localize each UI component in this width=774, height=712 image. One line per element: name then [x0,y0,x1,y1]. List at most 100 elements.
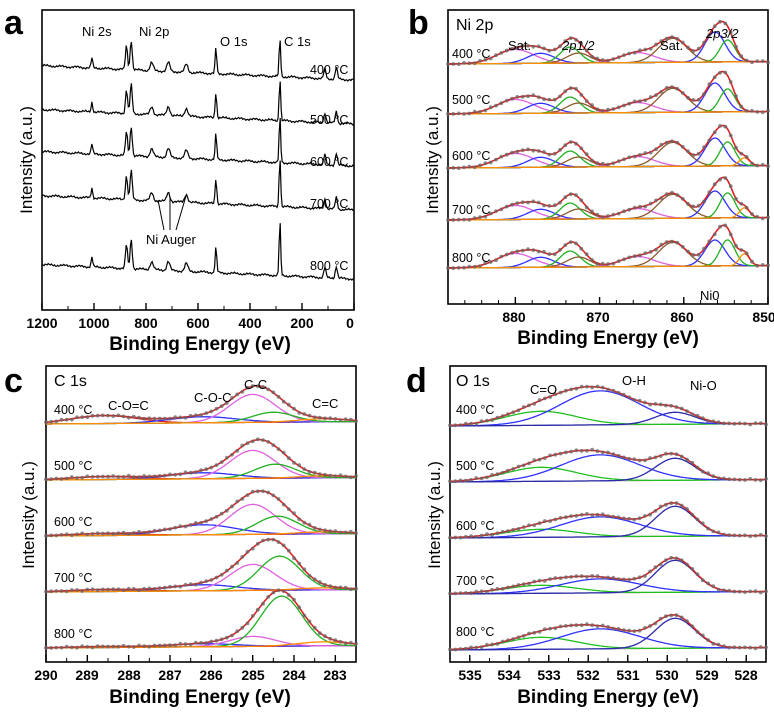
raw-point [292,511,296,516]
raw-point [542,203,546,208]
raw-point [653,509,658,513]
envelope-600 °C [448,124,768,169]
raw-point [674,556,679,561]
raw-point [627,628,631,633]
raw-point [568,86,573,91]
raw-point [255,541,260,546]
panel-a-tick-1200: 1200 [26,315,57,331]
raw-point [446,62,450,66]
raw-point [224,508,229,513]
raw-points-600 °C [446,124,770,171]
raw-points-700 °C [446,176,770,222]
raw-point [168,643,172,648]
raw-point [488,260,493,264]
raw-point [69,645,74,650]
raw-point [669,501,674,506]
raw-point [188,642,193,647]
panel-c-title: C 1s [54,373,87,390]
raw-point [600,215,605,220]
raw-point [199,641,203,645]
raw-point [453,423,458,428]
raw-point [245,493,250,497]
raw-point [188,582,193,586]
raw-point [458,423,463,427]
panel-d-tick-530: 530 [655,667,679,683]
raw-point [753,478,758,482]
panel-c-coc: C-O-C [194,390,232,405]
panel-c-cc: C-C [244,377,267,392]
panel-c-temp-800: 800 °C [54,627,92,641]
raw-point [451,266,456,270]
raw-point [753,421,758,425]
raw-point [516,408,521,413]
panel-d-temp-400: 400 °C [456,403,494,417]
raw-point [679,454,684,459]
raw-point [621,455,626,460]
raw-point [553,626,558,631]
raw-point [281,502,286,507]
panel-c-tick-284: 284 [282,667,306,683]
raw-point [500,587,505,591]
raw-point [606,387,610,392]
raw-point [686,95,690,100]
raw-point [670,190,674,195]
raw-point [728,133,733,138]
raw-point [653,455,658,460]
raw-point [531,248,536,253]
raw-point [317,631,322,636]
raw-point [131,587,136,591]
raw-point [569,514,573,518]
raw-point [616,515,621,520]
raw-point [542,519,547,523]
raw-point [691,98,696,102]
raw-point [537,630,542,634]
panel-c-temp-500: 500 °C [54,459,92,473]
raw-point [568,140,573,144]
raw-point [183,415,188,420]
raw-point [520,43,525,48]
raw-point [674,613,679,617]
raw-point [173,415,178,420]
raw-point [670,139,674,144]
raw-point [485,642,489,647]
raw-point [44,420,48,425]
raw-point [328,416,333,421]
panel-a-xlabel: Binding Energy (eV) [109,334,291,355]
raw-point [516,527,521,531]
raw-point [281,450,286,455]
raw-point [333,585,338,590]
raw-point [637,575,642,580]
raw-point [706,419,710,423]
raw-point [595,107,600,112]
raw-point [495,415,500,420]
raw-point [537,398,542,403]
panel-a-peak-c1s: C 1s [284,34,311,49]
raw-point [680,196,685,201]
raw-point [627,51,632,56]
raw-point [152,643,157,648]
raw-point [472,165,477,170]
raw-point [537,521,542,526]
raw-point [162,473,167,478]
raw-point [173,525,178,530]
raw-point [606,58,610,63]
raw-points-800 °C [448,613,768,652]
raw-point [734,94,738,98]
raw-point [193,413,198,418]
raw-point [157,474,162,478]
raw-point [648,456,652,460]
raw-point [343,585,348,590]
raw-point [654,247,658,252]
raw-point [54,419,59,424]
raw-point [504,98,509,103]
panel-a-frame [41,9,355,311]
raw-point [658,504,663,509]
raw-point [521,525,526,529]
raw-point [712,232,717,237]
raw-point [214,575,219,580]
raw-point [590,447,595,452]
raw-point [479,476,484,481]
raw-point [219,572,224,577]
panel-d-o1s: d 535 534 533 532 531 530 529 528 Bindin… [406,362,768,708]
raw-point [542,579,547,583]
